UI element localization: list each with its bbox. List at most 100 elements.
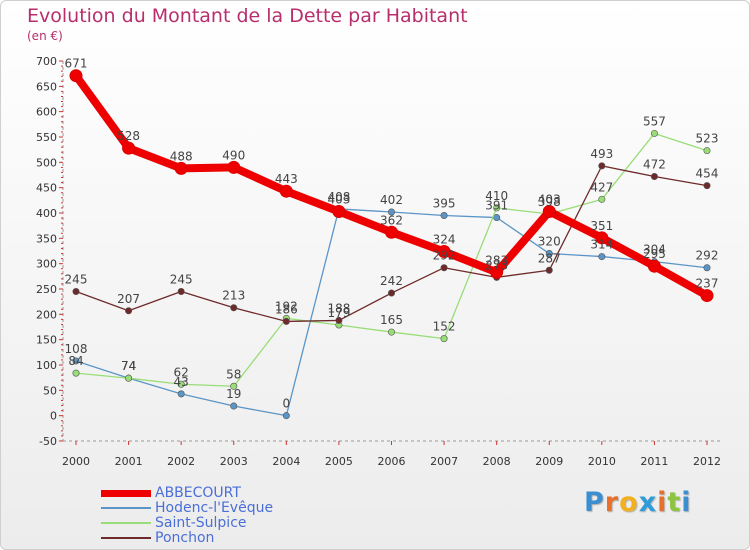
legend-label: ABBECOURT	[155, 485, 241, 501]
y-tick-label: 450	[36, 182, 57, 195]
data-label: 395	[433, 197, 456, 211]
data-point	[227, 160, 241, 174]
data-point	[335, 316, 343, 324]
data-point	[493, 204, 501, 212]
data-label: 292	[696, 249, 719, 263]
data-point	[440, 264, 448, 272]
chart-axes: -50 0 50 100 150 200 250 300 350 400 450 500 550 600 6…	[36, 55, 721, 468]
brand-letter: r	[604, 487, 620, 518]
y-tick-label: 150	[36, 334, 57, 347]
legend-label: Hodenc-l'Evêque	[155, 500, 274, 516]
x-tick-label: 2011	[640, 455, 668, 468]
data-label: 292	[433, 249, 456, 263]
y-tick-label: 50	[43, 384, 57, 397]
legend-swatch-hodenc	[101, 507, 151, 509]
data-point	[122, 141, 136, 155]
data-point	[230, 382, 238, 390]
y-tick-label: 350	[36, 232, 57, 245]
data-label: 74	[121, 359, 136, 373]
data-label: 152	[433, 320, 456, 334]
y-tick-label: 650	[36, 80, 57, 93]
data-label: 84	[68, 354, 83, 368]
y-tick-label: 100	[36, 359, 57, 372]
data-point	[72, 357, 80, 365]
data-point	[650, 173, 658, 181]
data-label: 324	[433, 233, 456, 247]
brand-letter: P	[584, 487, 605, 518]
brand-letter: x	[638, 487, 658, 518]
data-label: 213	[222, 289, 245, 303]
data-point	[650, 129, 658, 137]
data-point	[125, 307, 133, 315]
brand-letter: i	[657, 487, 668, 518]
data-label: 488	[170, 149, 193, 163]
data-labels: 671 528 488 490 443 403 362 324 283 403 351 295 237 1…	[65, 57, 719, 411]
data-label: 351	[590, 219, 613, 233]
data-point	[545, 266, 553, 274]
data-point	[440, 335, 448, 343]
data-label: 398	[538, 195, 561, 209]
data-label: 362	[380, 213, 403, 227]
data-label: 314	[590, 238, 613, 252]
data-label: 490	[222, 148, 245, 162]
data-label: 557	[643, 114, 666, 128]
data-label: 304	[643, 243, 666, 257]
chart-title: Evolution du Montant de la Dette par Hab…	[27, 5, 468, 27]
data-point	[177, 390, 185, 398]
data-point	[542, 204, 556, 218]
data-point	[282, 412, 290, 420]
legend-item: Saint-Sulpice	[101, 515, 361, 531]
legend-swatch-abbecourt	[101, 490, 151, 497]
data-point	[387, 328, 395, 336]
data-point	[72, 369, 80, 377]
data-label: 242	[380, 274, 403, 288]
data-label: 245	[170, 273, 193, 287]
series-lines	[69, 69, 714, 420]
x-tick-label: 2010	[588, 455, 616, 468]
legend-swatch-ponchon	[101, 537, 151, 539]
chart-subtitle: (en €)	[27, 29, 63, 43]
x-tick-label: 2005	[325, 455, 353, 468]
brand-logo: Proxiti	[584, 487, 692, 518]
data-point	[490, 265, 504, 279]
x-tick-label: 2006	[378, 455, 406, 468]
data-point	[595, 231, 609, 245]
data-label: 320	[538, 235, 561, 249]
data-label: 179	[327, 306, 350, 320]
y-tick-label: -50	[39, 435, 57, 448]
data-point	[125, 374, 133, 382]
data-point	[703, 264, 711, 272]
data-label: 402	[380, 193, 403, 207]
data-point	[598, 195, 606, 203]
data-label: 188	[327, 301, 350, 315]
data-label: 283	[485, 253, 508, 267]
x-tick-label: 2012	[693, 455, 721, 468]
x-tick-label: 2002	[167, 455, 195, 468]
y-tick-label: 600	[36, 106, 57, 119]
data-point	[598, 253, 606, 261]
data-label: 391	[485, 199, 508, 213]
data-label: 295	[643, 247, 666, 261]
data-point	[230, 304, 238, 312]
x-tick-label: 2000	[62, 455, 90, 468]
brand-letter: t	[667, 487, 682, 518]
x-tick-label: 2004	[272, 455, 300, 468]
x-tick-label: 2009	[535, 455, 563, 468]
y-tick-label: 400	[36, 207, 57, 220]
data-point	[69, 69, 83, 83]
data-point	[437, 245, 451, 259]
data-label: 207	[117, 292, 140, 306]
x-tick-label: 2008	[483, 455, 511, 468]
data-label: 43	[174, 375, 189, 389]
series-line	[75, 132, 708, 387]
legend-label: Saint-Sulpice	[155, 515, 247, 531]
y-tick-label: 0	[50, 410, 57, 423]
data-label: 58	[226, 367, 241, 381]
data-point	[177, 380, 185, 388]
data-point	[703, 147, 711, 155]
data-point	[387, 208, 395, 216]
y-tick-label: 300	[36, 258, 57, 271]
data-label: 62	[174, 365, 189, 379]
data-label: 454	[696, 167, 719, 181]
